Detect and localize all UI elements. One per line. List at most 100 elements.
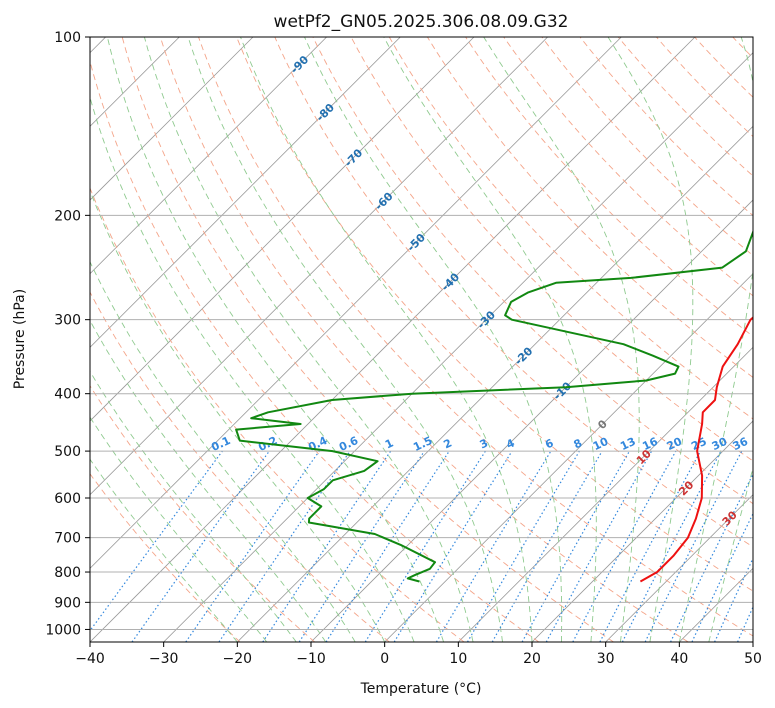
mixing-ratio-line [737, 605, 753, 642]
mixing-ratio-line [572, 450, 677, 642]
mixing-ratio-lines [90, 450, 753, 642]
isotherm-line [90, 37, 401, 348]
y-tick-label: 900 [54, 595, 81, 611]
y-tick-label: 300 [54, 313, 81, 329]
mixing-ratio-line [644, 450, 743, 642]
dry-adiabat-line [350, 37, 753, 462]
moist-adiabat-line [90, 458, 238, 642]
moist-adiabat-line [678, 37, 753, 642]
mixing-ratio-line [185, 450, 320, 642]
x-tick-label: −40 [75, 651, 105, 667]
x-tick-label: 30 [597, 651, 615, 667]
isotherm-line [90, 37, 254, 201]
dry-adiabat-line [236, 37, 753, 592]
isotherm-label: -30 [475, 308, 498, 331]
mixing-ratio-line [131, 450, 270, 642]
moist-adiabat-line [90, 416, 268, 642]
x-axis-ticks: −40 −30 −20 −10 0 10 20 30 40 50 [75, 642, 762, 667]
isotherm-line [90, 37, 696, 642]
dry-adiabat-line [771, 37, 775, 642]
isotherm-line [163, 52, 753, 642]
dry-adiabat-line [656, 37, 753, 138]
mixing-ratio-line [670, 472, 753, 642]
mixing-ratio-line [393, 450, 513, 642]
x-tick-label: 0 [380, 651, 389, 667]
mixing-ratio-line [90, 450, 223, 632]
mixing-ratio-label: 16 [640, 435, 660, 453]
moist-adiabat-line [90, 260, 356, 642]
isotherm-line [237, 125, 753, 642]
y-tick-label: 400 [54, 387, 81, 403]
isotherm-label: 30 [720, 508, 740, 528]
moist-adiabat-line [607, 37, 694, 642]
isotherm-label: 40 [764, 538, 775, 558]
isotherm-line [605, 494, 753, 642]
mixing-ratio-label: 30 [710, 435, 730, 453]
isotherm-line [90, 37, 622, 569]
dry-adiabat-line [503, 37, 753, 297]
dry-adiabat-line [90, 186, 465, 642]
isotherm-label: -70 [342, 146, 365, 169]
y-tick-label: 200 [54, 208, 81, 224]
mixing-ratio-label: 20 [665, 435, 685, 453]
isotherm-label: -40 [439, 270, 462, 293]
dry-adiabat-line [90, 291, 390, 642]
moist-adiabat-line [304, 37, 563, 642]
x-tick-label: −20 [223, 651, 253, 667]
y-tick-label: 100 [54, 30, 81, 46]
dry-adiabat-line [121, 37, 614, 642]
dry-adiabat-line [312, 37, 753, 505]
isotherm-line [90, 37, 475, 422]
dry-adiabat-line [274, 37, 753, 548]
isotherm-lines [90, 37, 753, 642]
y-tick-label: 500 [54, 444, 81, 460]
moist-adiabat-line [187, 37, 503, 642]
x-tick-label: 40 [670, 651, 688, 667]
dry-adiabat-line [198, 37, 753, 637]
mixing-ratio-label: 6 [543, 436, 556, 451]
pressure-gridlines [90, 37, 753, 630]
mixing-ratio-line [298, 450, 425, 642]
y-tick-label: 600 [54, 491, 81, 507]
x-tick-label: 10 [449, 651, 467, 667]
isotherm-line [90, 37, 548, 496]
isotherm-line [679, 567, 753, 642]
dry-adiabat-line [90, 473, 241, 642]
mixing-ratio-line [364, 450, 486, 642]
mixing-ratio-label: 13 [618, 435, 637, 453]
dewpoint-profile-line [235, 229, 753, 583]
moist-adiabat-line [240, 37, 533, 642]
temperature-profile-line [639, 316, 753, 583]
y-tick-label: 1000 [45, 622, 81, 638]
dry-adiabat-line [159, 37, 689, 642]
mixing-ratio-label: 2 [442, 436, 454, 451]
mixing-ratio-line [691, 512, 753, 642]
y-tick-label: 800 [54, 565, 81, 581]
mixing-ratio-line [262, 450, 392, 642]
isotherm-label: 20 [676, 478, 696, 498]
chart-title: wetPf2_GN05.2025.306.08.09.G32 [274, 12, 569, 32]
mixing-ratio-line [325, 450, 450, 642]
y-axis-label: Pressure (hPa) [12, 289, 28, 389]
isotherm-line [310, 199, 753, 642]
isotherm-line [458, 346, 753, 642]
mixing-ratio-label: 1 [383, 436, 395, 451]
y-axis-ticks: 100 200 300 400 500 600 700 800 900 1000 [45, 30, 90, 638]
moist-adiabat-line [90, 370, 297, 642]
x-tick-label: 20 [523, 651, 541, 667]
profile-series [235, 229, 753, 583]
moist-adiabat-line [90, 189, 386, 642]
x-axis-label: Temperature (°C) [360, 681, 482, 697]
moist-adiabat-line [143, 37, 474, 642]
moist-adiabat-line [708, 466, 753, 642]
dry-adiabat-line [465, 37, 753, 337]
isotherm-label: 0 [595, 417, 610, 432]
isotherm-line [531, 420, 753, 642]
moist-adiabat-lines [90, 37, 753, 642]
mixing-ratio-line [218, 450, 351, 642]
x-tick-label: −30 [149, 651, 179, 667]
plot-frame [89, 36, 754, 643]
isotherm-line [384, 273, 753, 642]
mixing-ratio-label: 4 [504, 436, 517, 451]
